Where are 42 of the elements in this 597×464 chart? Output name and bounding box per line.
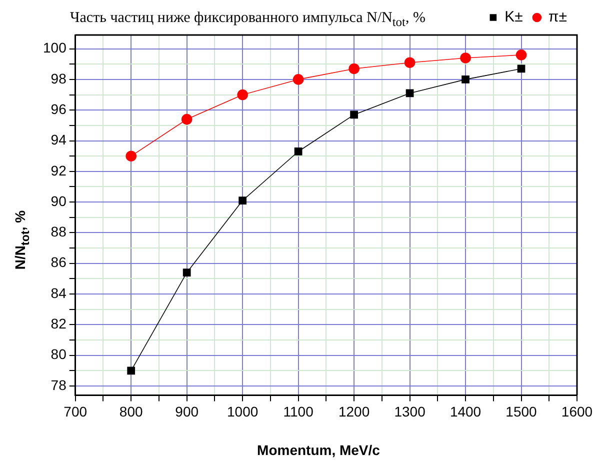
x-tick-label: 1400	[450, 403, 482, 420]
x-axis-title: Momentum, MeV/c	[256, 442, 381, 458]
point	[517, 64, 526, 73]
point	[294, 148, 302, 156]
y-tick-label: 92	[50, 162, 67, 178]
point	[516, 50, 527, 60]
y-tick-label: 96	[50, 100, 67, 117]
point	[462, 76, 470, 84]
point	[237, 89, 248, 100]
chart-title: Часть частиц ниже фиксированного импульса N/N$_{tot}$, %	[70, 10, 426, 30]
point	[126, 150, 136, 162]
x-tick-label: 1300	[394, 403, 426, 420]
y-tick-label: 82	[50, 316, 67, 332]
y-tick-label: 98	[50, 70, 67, 86]
x-tick-label: 1100	[283, 403, 314, 420]
point	[406, 89, 414, 98]
y-tick-label: 90	[50, 192, 67, 209]
x-tick-label: 900	[175, 403, 199, 420]
point	[460, 52, 471, 64]
x-tick-label: 1600	[561, 403, 593, 420]
point	[181, 114, 192, 125]
point	[348, 63, 360, 74]
point	[182, 268, 191, 277]
x-tick-label: 800	[119, 403, 143, 420]
legend-label: K±	[504, 8, 523, 26]
y-tick-label: 100	[43, 40, 67, 56]
x-tick-label: 1000	[226, 403, 258, 420]
y-tick-label: 94	[50, 132, 67, 148]
y-tick-label: 80	[50, 346, 67, 362]
point	[404, 57, 416, 68]
point	[127, 366, 136, 375]
y-tick-label: 84	[50, 284, 67, 301]
point	[292, 74, 304, 85]
x-tick-label: 1500	[506, 403, 538, 420]
y-tick-label: 88	[50, 224, 67, 240]
x-tick-label: 700	[64, 403, 88, 420]
y-tick-label: 78	[50, 376, 67, 393]
legend-label: π±	[548, 8, 568, 26]
point	[238, 196, 247, 204]
y-tick-label: 86	[50, 254, 67, 270]
point	[350, 110, 358, 119]
x-tick-label: 1200	[338, 403, 370, 420]
